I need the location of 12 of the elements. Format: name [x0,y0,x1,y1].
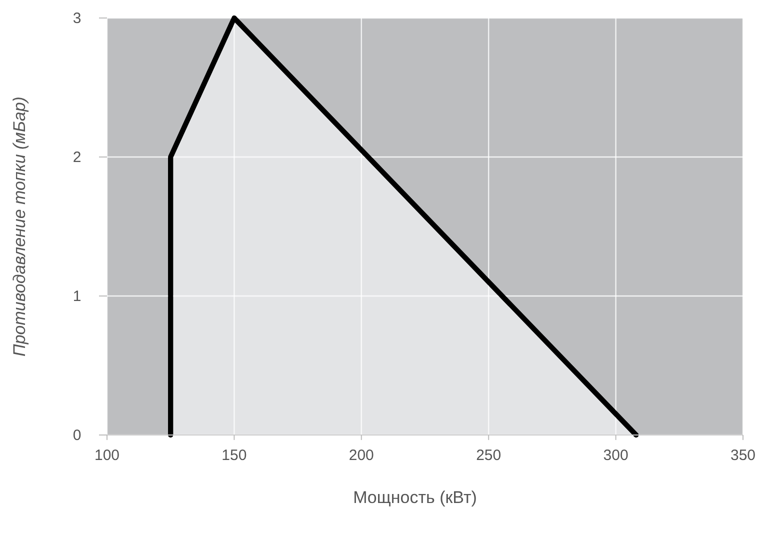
x-axis-title: Мощность (кВт) [353,488,477,507]
x-tick-label: 300 [603,447,628,464]
x-tick-label: 350 [730,447,756,464]
y-tick-label: 1 [72,288,82,305]
y-tick-label: 3 [72,10,82,27]
y-axis-title: Противодавление топки (мБар) [10,96,29,356]
x-tick-label: 200 [348,447,374,464]
y-tick-label: 0 [72,427,82,444]
x-tick-label: 250 [476,447,502,464]
x-tick-label: 150 [222,447,247,464]
x-tick-label: 100 [94,447,120,464]
y-tick-label: 2 [72,149,82,166]
